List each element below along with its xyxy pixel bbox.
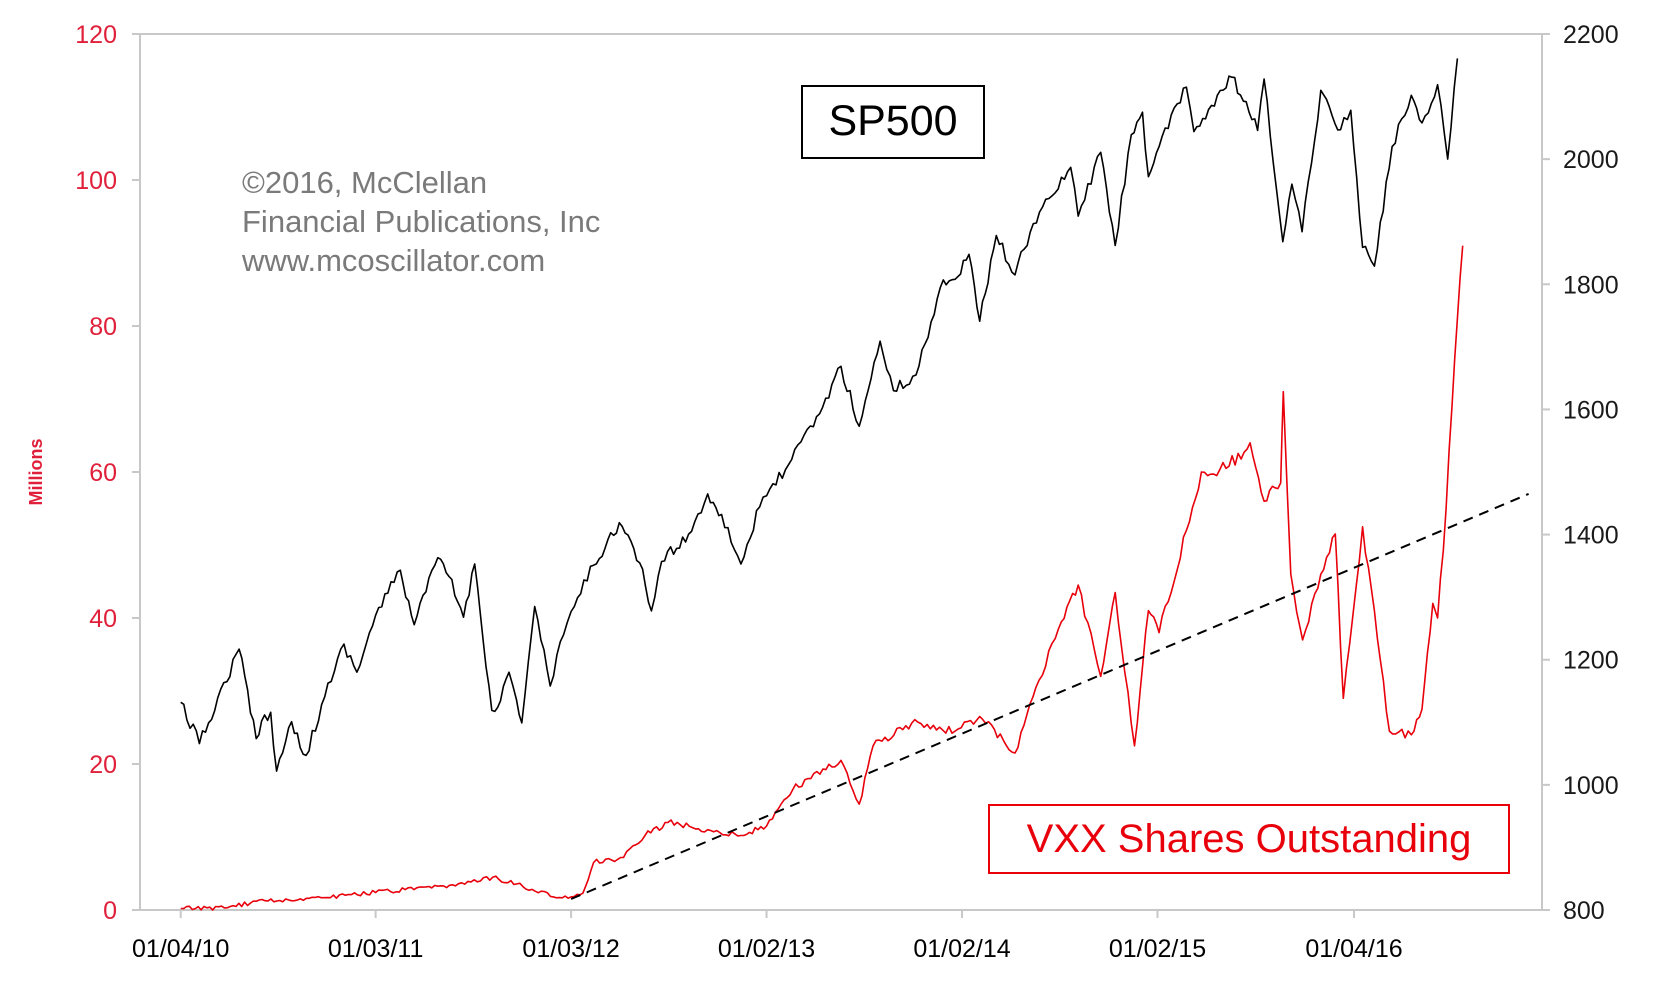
sp500-label-box: SP500 [801,85,985,159]
watermark-line-2: Financial Publications, Inc [242,204,600,239]
sp500-label: SP500 [828,97,957,145]
left-tick-label: 80 [89,313,117,341]
right-tick-label: 2000 [1563,146,1619,174]
x-tick-label: 01/04/16 [1305,935,1402,963]
vxx-label-frame [988,804,1510,874]
watermark-line-3: www.mcoscillator.com [241,243,545,278]
right-tick-label: 1400 [1563,522,1619,550]
x-tick-label: 01/02/13 [718,935,815,963]
left-tick-label: 100 [75,167,117,195]
right-tick-label: 2200 [1563,21,1619,49]
x-tick-label: 01/03/11 [328,935,423,963]
right-tick-label: 1600 [1563,396,1619,424]
left-tick-label: 40 [89,605,117,633]
watermark-line-1: ©2016, McClellan [242,165,487,200]
left-tick-label: 0 [103,897,117,925]
right-tick-label: 800 [1563,897,1605,925]
left-tick-label: 60 [89,459,117,487]
vxx-line [180,245,1464,911]
right-tick-label: 1000 [1563,772,1619,800]
left-axis-label: Millions [26,439,46,506]
right-axis-ticks: 800 1000 1200 1400 1600 1800 2000 2200 [1542,21,1619,925]
x-axis-ticks: 01/04/10 01/03/11 01/03/12 01/02/13 01/02/14… [132,910,1403,963]
trend-line [570,492,1529,900]
x-tick-label: 01/02/15 [1109,935,1206,963]
left-axis-ticks: 0 20 40 60 80 100 120 [75,21,140,925]
vxx-label: VXX Shares Outstanding [1027,817,1472,861]
x-tick-label: 01/03/12 [522,935,619,963]
right-tick-label: 1800 [1563,271,1619,299]
x-tick-label: 01/02/14 [913,935,1010,963]
x-tick-label: 01/04/10 [132,935,229,963]
watermark-block: ©2016, McClellan Financial Publications,… [241,165,600,278]
sp500-label-frame [801,85,985,159]
left-tick-label: 20 [89,751,117,779]
vxx-label-box: VXX Shares Outstanding [988,804,1510,874]
series-layer [180,58,1529,911]
right-tick-label: 1200 [1563,647,1619,675]
sp500-line [180,58,1459,772]
left-tick-label: 120 [75,21,117,49]
